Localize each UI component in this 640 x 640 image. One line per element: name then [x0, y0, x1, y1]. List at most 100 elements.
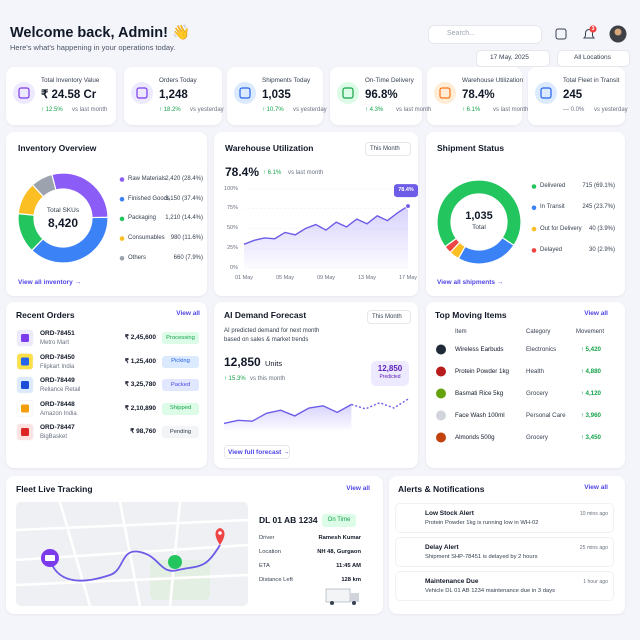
item-icon: [436, 388, 446, 399]
kpi-period: vs yesterday: [594, 107, 628, 113]
kpi-value: ₹ 24.58 Cr: [41, 89, 97, 101]
x-tick-label: 01 May: [234, 275, 254, 281]
link-button[interactable]: [224, 445, 290, 459]
legend-value: 1,210 (14.4%): [165, 215, 203, 222]
alert-card: [395, 537, 614, 567]
badge-value: 12,850: [377, 364, 403, 373]
detail-value: NH 48, Gurgaon: [317, 549, 361, 555]
kpi-label: Shipments Today: [262, 77, 311, 84]
column-header: Movement: [576, 329, 605, 335]
waypoint: [168, 555, 182, 569]
location-select[interactable]: [557, 50, 630, 67]
order-id: ORD-78449: [40, 377, 75, 384]
x-tick-label: 17 May: [398, 275, 418, 281]
donut-slice: [457, 236, 515, 265]
vehicle-glyph: [45, 555, 55, 561]
map-road: [168, 501, 182, 607]
legend-value: 30 (2.9%): [588, 246, 615, 253]
kpi-period: vs yesterday: [190, 107, 224, 113]
kpi-label: Warehouse Utilization: [462, 77, 524, 84]
link[interactable]: View all shipments →: [437, 279, 504, 286]
y-tick-label: 25%: [226, 244, 238, 251]
order-id: ORD-78451: [40, 330, 75, 337]
date-text: 17 May, 2025: [490, 54, 529, 61]
item-movement: ↑ 4,880: [580, 368, 601, 375]
x-tick-label: 09 May: [316, 275, 336, 281]
status-pill: [162, 355, 199, 368]
detail-value: 11:45 AM: [336, 563, 361, 569]
order-status: Shipped: [169, 405, 192, 411]
period-select[interactable]: [365, 142, 411, 156]
map-road: [118, 501, 142, 607]
card-title: AI Demand Forecast: [224, 310, 307, 320]
legend-value: 660 (7.9%): [173, 254, 203, 261]
detail-value: 128 km: [341, 577, 361, 583]
order-customer: Flipkart India: [40, 363, 75, 370]
logo-mark: [21, 428, 29, 436]
column-header: Category: [526, 329, 551, 335]
truck-body: [325, 588, 351, 603]
donut-slice: [444, 237, 461, 254]
link[interactable]: View full forecast →: [228, 448, 290, 456]
logo-mark: [21, 357, 29, 366]
period-select[interactable]: [367, 310, 411, 324]
donut-slice: [436, 179, 522, 248]
center-value: 8,420: [47, 216, 79, 230]
kpi-icon: [540, 87, 552, 99]
link[interactable]: View all: [584, 484, 608, 491]
description: AI predicted demand for next month based…: [224, 328, 320, 344]
card: [426, 302, 625, 468]
destination-dot: [218, 531, 222, 535]
link[interactable]: View all inventory →: [18, 279, 82, 286]
search-placeholder: Search...: [447, 30, 476, 37]
map-road: [15, 518, 249, 532]
item-name: Face Wash 100ml: [455, 412, 505, 419]
destination-pin: [215, 528, 225, 545]
page-title: Welcome back, Admin! 👋: [10, 25, 191, 41]
kpi-label: Orders Today: [159, 77, 197, 84]
kpi-change: ↑ 6.1%: [462, 107, 481, 113]
kpi-value: 1,248: [159, 89, 188, 101]
alert-title: Maintenance Due: [425, 578, 479, 585]
alert-time: 10 mins ago: [579, 511, 608, 517]
link[interactable]: View all: [346, 485, 370, 492]
kpi-change: ↑ 4.3%: [365, 107, 384, 113]
alert-title: Delay Alert: [425, 544, 459, 551]
link[interactable]: View all: [176, 310, 200, 317]
badge-label: Predicted: [379, 374, 401, 380]
card-title: Alerts & Notifications: [398, 484, 485, 494]
link[interactable]: View all: [584, 310, 608, 317]
legend-value: 715 (69.1%): [582, 183, 615, 189]
alert-title: Low Stock Alert: [425, 510, 474, 517]
legend-dot: [119, 177, 125, 182]
item-category: Grocery: [526, 434, 549, 441]
metric-period: vs this month: [250, 376, 286, 382]
kpi-change: — 0.0%: [563, 107, 585, 113]
metric-value: 12,850: [224, 355, 261, 369]
notification-badge: [589, 25, 597, 33]
order-amount: ₹ 1,25,400: [124, 357, 156, 365]
notification-count: 3: [591, 25, 595, 32]
legend-name: Others: [128, 254, 147, 261]
location-text: All Locations: [574, 54, 611, 61]
item-category: Electronics: [526, 346, 557, 353]
alert-card: [395, 503, 614, 533]
legend-dot: [531, 205, 537, 211]
map-road: [15, 573, 249, 587]
item-movement: ↑ 3,960: [580, 412, 601, 419]
date-select[interactable]: [476, 50, 550, 67]
legend-name: Delivered: [540, 183, 566, 189]
vehicle-status: On Time: [327, 517, 351, 523]
detail-label: Driver: [259, 535, 275, 541]
detail-label: Distance Left: [259, 577, 293, 583]
avatar-face: [614, 28, 622, 36]
legend-name: In Transit: [540, 204, 565, 211]
status-pill: [162, 332, 199, 344]
map-road: [58, 501, 92, 607]
route: [49, 544, 221, 582]
card-title: Shipment Status: [437, 143, 505, 153]
order-status: Packed: [170, 381, 191, 388]
alert-text: Protein Powder 1kg is running low in WH-…: [425, 520, 539, 526]
kpi-icon: [239, 87, 251, 99]
search-box[interactable]: [428, 25, 542, 44]
